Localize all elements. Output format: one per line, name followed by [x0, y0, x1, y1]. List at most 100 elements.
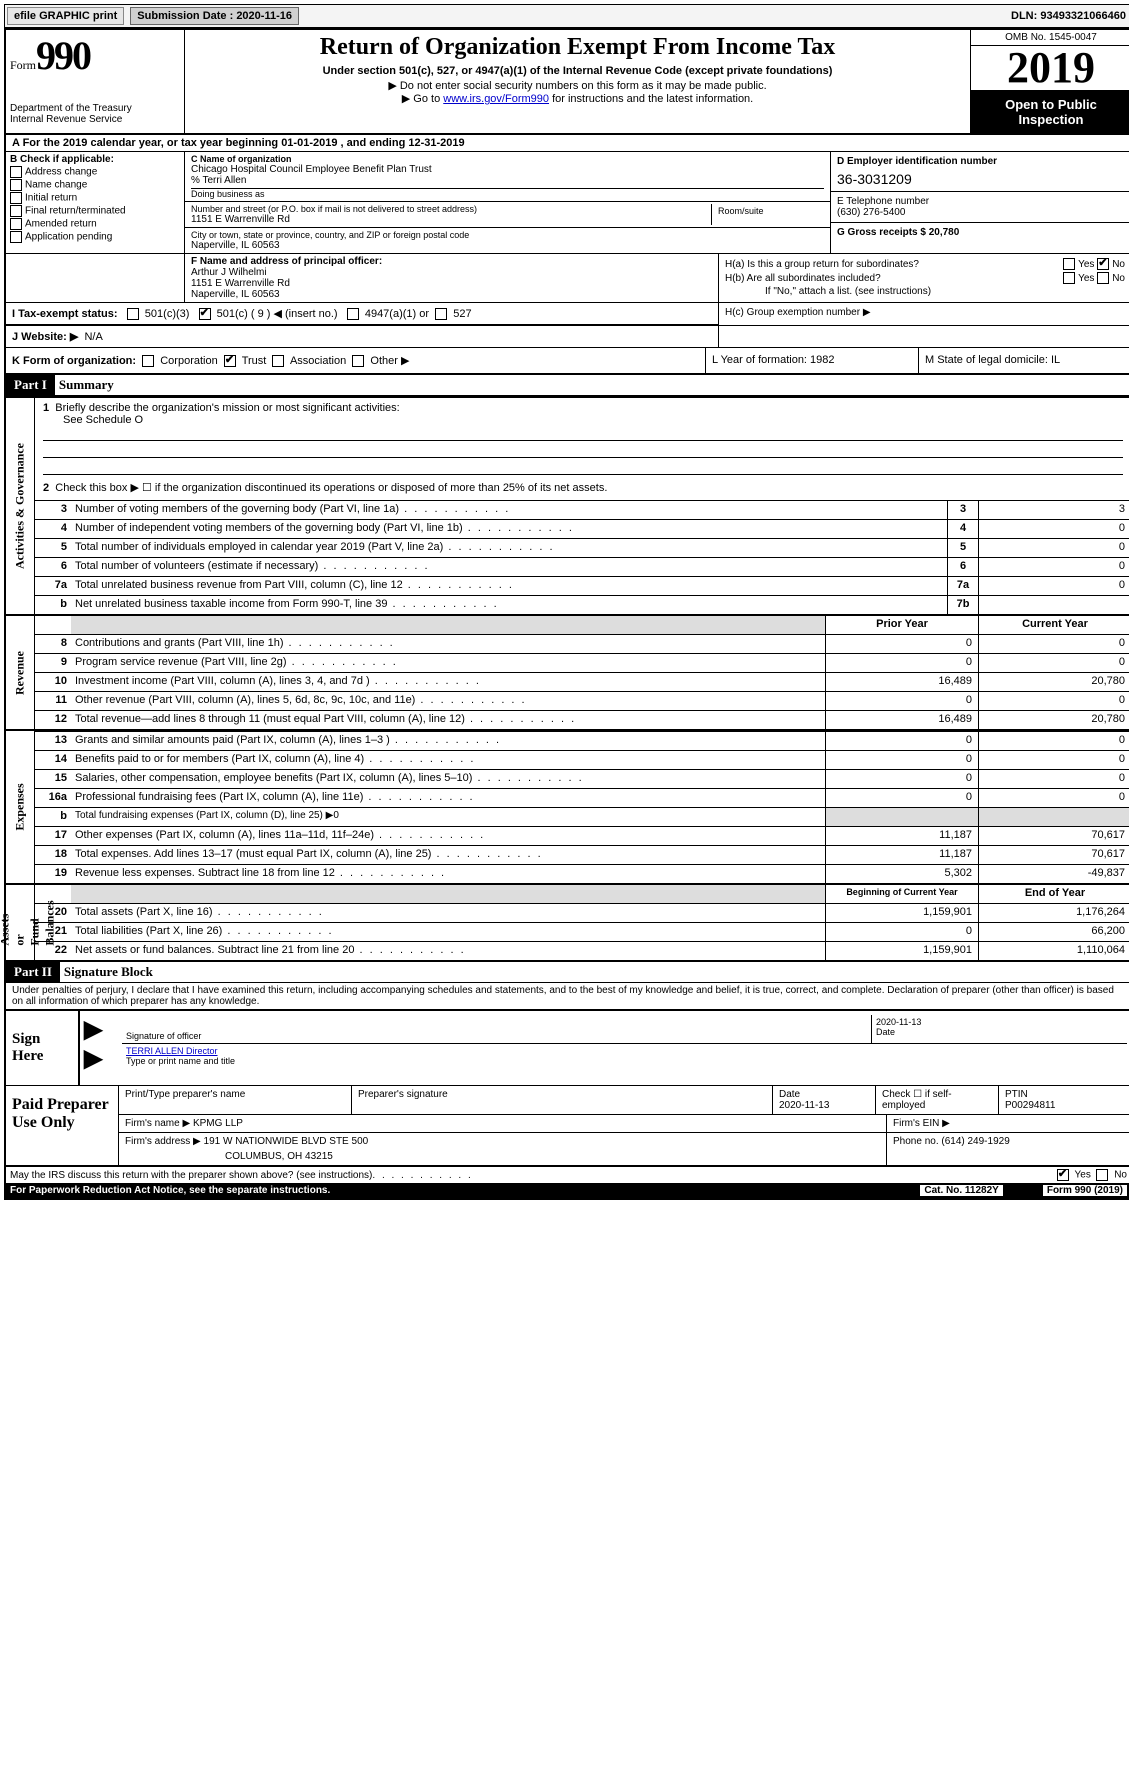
- summary-line: bNet unrelated business taxable income f…: [35, 595, 1129, 614]
- chk-trust[interactable]: [224, 355, 236, 367]
- q1-num: 1: [43, 402, 49, 414]
- top-toolbar: efile GRAPHIC print Submission Date : 20…: [4, 4, 1129, 28]
- department: Department of the Treasury Internal Reve…: [10, 103, 180, 125]
- summary-line: 6Total number of volunteers (estimate if…: [35, 557, 1129, 576]
- chk-501c[interactable]: [199, 308, 211, 320]
- ha-no[interactable]: [1097, 258, 1109, 270]
- box-k: K Form of organization: Corporation Trus…: [6, 348, 705, 373]
- firm-ein: Firm's EIN ▶: [887, 1115, 1129, 1132]
- preparer-block: Paid Preparer Use Only Print/Type prepar…: [6, 1086, 1129, 1167]
- summary-line: 5Total number of individuals employed in…: [35, 538, 1129, 557]
- period-row: A For the 2019 calendar year, or tax yea…: [6, 135, 1129, 152]
- chk-527[interactable]: [435, 308, 447, 320]
- side-revenue: Revenue: [13, 651, 28, 695]
- form-container: Form990 Department of the Treasury Inter…: [4, 28, 1129, 1200]
- chk-name-change[interactable]: Name change: [10, 179, 180, 191]
- box-h: H(a) Is this a group return for subordin…: [718, 254, 1129, 302]
- section-governance: Activities & Governance 1 Briefly descri…: [6, 396, 1129, 616]
- form-label: Form: [10, 58, 36, 72]
- summary-line: 8Contributions and grants (Part VIII, li…: [35, 634, 1129, 653]
- street-address: 1151 E Warrenville Rd: [191, 214, 711, 225]
- chk-501c3[interactable]: [127, 308, 139, 320]
- prep-sig-label: Preparer's signature: [352, 1086, 773, 1114]
- addr-label: Number and street (or P.O. box if mail i…: [191, 204, 711, 214]
- part-1-header: Part ISummary: [6, 375, 1129, 396]
- chk-initial-return[interactable]: Initial return: [10, 192, 180, 204]
- officer-name-link[interactable]: TERRI ALLEN Director: [126, 1046, 218, 1056]
- summary-line: 15Salaries, other compensation, employee…: [35, 769, 1129, 788]
- hdr-prior-year: Prior Year: [825, 616, 978, 634]
- hdr-beginning: Beginning of Current Year: [825, 885, 978, 903]
- form-ref: Form 990 (2019): [1043, 1185, 1127, 1196]
- summary-line: 18Total expenses. Add lines 13–17 (must …: [35, 845, 1129, 864]
- cat-no: Cat. No. 11282Y: [920, 1185, 1002, 1196]
- part-2-header: Part IISignature Block: [6, 962, 1129, 983]
- subtitle-1: Under section 501(c), 527, or 4947(a)(1)…: [193, 65, 962, 77]
- summary-line: 9Program service revenue (Part VIII, lin…: [35, 653, 1129, 672]
- mission-value: See Schedule O: [63, 414, 1123, 426]
- section-net-assets: Net Assets or Fund Balances Beginning of…: [6, 885, 1129, 962]
- box-d-label: D Employer identification number: [837, 156, 1125, 167]
- ha-yes[interactable]: [1063, 258, 1075, 270]
- box-b: B Check if applicable: Address change Na…: [6, 152, 185, 253]
- ein: 36-3031209: [837, 171, 1125, 187]
- chk-corp[interactable]: [142, 355, 154, 367]
- room-suite-label: Room/suite: [711, 204, 824, 225]
- hdr-current-year: Current Year: [978, 616, 1129, 634]
- preparer-label: Paid Preparer Use Only: [6, 1086, 119, 1165]
- summary-line: 22Net assets or fund balances. Subtract …: [35, 941, 1129, 960]
- box-hc: H(c) Group exemption number ▶: [719, 303, 1129, 325]
- hb-note: If "No," attach a list. (see instruction…: [765, 286, 1125, 297]
- city-label: City or town, state or province, country…: [191, 230, 824, 240]
- perjury-statement: Under penalties of perjury, I declare th…: [6, 983, 1129, 1009]
- chk-other[interactable]: [352, 355, 364, 367]
- tax-year: 2019: [971, 46, 1129, 91]
- box-l: L Year of formation: 1982: [705, 348, 918, 373]
- section-revenue: Revenue Prior Year Current Year 8Contrib…: [6, 616, 1129, 731]
- submission-date: Submission Date : 2020-11-16: [130, 7, 299, 25]
- city-state-zip: Naperville, IL 60563: [191, 240, 824, 251]
- prep-name-label: Print/Type preparer's name: [119, 1086, 352, 1114]
- box-j: J Website: ▶ N/A: [6, 326, 719, 347]
- form-header: Form990 Department of the Treasury Inter…: [6, 30, 1129, 135]
- firm-phone: Phone no. (614) 249-1929: [887, 1133, 1129, 1165]
- sig-date-label: Date: [876, 1027, 895, 1037]
- side-net: Net Assets or Fund Balances: [0, 900, 58, 945]
- summary-line: 4Number of independent voting members of…: [35, 519, 1129, 538]
- chk-amended[interactable]: Amended return: [10, 218, 180, 230]
- discuss-row: May the IRS discuss this return with the…: [6, 1167, 1129, 1183]
- org-name: Chicago Hospital Council Employee Benefi…: [191, 164, 824, 175]
- chk-address-change[interactable]: Address change: [10, 166, 180, 178]
- line-16b-num: b: [35, 808, 71, 826]
- sign-here-block: Sign Here ▶ Signature of officer 2020-11…: [6, 1009, 1129, 1086]
- officer-addr2: Naperville, IL 60563: [191, 289, 712, 300]
- hb-yes[interactable]: [1063, 272, 1075, 284]
- open-public-badge: Open to Public Inspection: [971, 91, 1129, 133]
- dln: DLN: 93493321066460: [1011, 10, 1129, 22]
- discuss-yes[interactable]: [1057, 1169, 1069, 1181]
- chk-app-pending[interactable]: Application pending: [10, 231, 180, 243]
- summary-line: 11Other revenue (Part VIII, column (A), …: [35, 691, 1129, 710]
- summary-line: 7aTotal unrelated business revenue from …: [35, 576, 1129, 595]
- form-number: 990: [36, 33, 90, 78]
- summary-line: 10Investment income (Part VIII, column (…: [35, 672, 1129, 691]
- summary-line: 21Total liabilities (Part X, line 26)066…: [35, 922, 1129, 941]
- hb-no[interactable]: [1097, 272, 1109, 284]
- side-governance: Activities & Governance: [13, 443, 28, 569]
- firm-name: Firm's name ▶ KPMG LLP: [119, 1115, 887, 1132]
- chk-4947[interactable]: [347, 308, 359, 320]
- discuss-no[interactable]: [1096, 1169, 1108, 1181]
- box-m: M State of legal domicile: IL: [918, 348, 1129, 373]
- gross-receipts: G Gross receipts $ 20,780: [837, 227, 1125, 238]
- efile-button[interactable]: efile GRAPHIC print: [7, 7, 124, 25]
- chk-assoc[interactable]: [272, 355, 284, 367]
- chk-final-return[interactable]: Final return/terminated: [10, 205, 180, 217]
- summary-line: 12Total revenue—add lines 8 through 11 (…: [35, 710, 1129, 729]
- sign-here-label: Sign Here: [6, 1011, 80, 1085]
- irs-link[interactable]: www.irs.gov/Form990: [443, 93, 549, 105]
- box-i: I Tax-exempt status: 501(c)(3) 501(c) ( …: [6, 303, 719, 325]
- subtitle-2: ▶ Do not enter social security numbers o…: [193, 79, 962, 92]
- summary-line: 17Other expenses (Part IX, column (A), l…: [35, 826, 1129, 845]
- prep-self-emp[interactable]: Check ☐ if self-employed: [876, 1086, 999, 1114]
- q2-text: Check this box ▶ ☐ if the organization d…: [55, 482, 607, 494]
